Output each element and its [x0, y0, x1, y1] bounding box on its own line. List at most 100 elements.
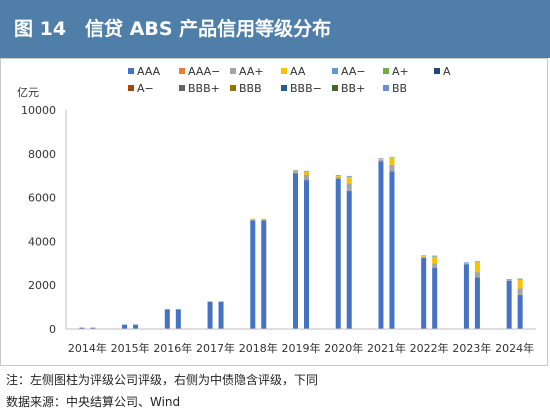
legend-swatch-aa-plus	[230, 68, 236, 74]
chart-frame	[0, 58, 548, 366]
bar-segment-aa-right-2021年	[389, 158, 395, 165]
bar-segment-aa-right-2018年	[261, 218, 267, 220]
bar-segment-aaa-right-2016年	[175, 309, 181, 329]
x-tick-label: 2016年	[153, 341, 192, 355]
bar-segment-aa-plus-left-2020年	[335, 176, 341, 179]
bar-segment-aaa-right-2020年	[346, 191, 352, 329]
bar-segment-aa-plus-left-2021年	[378, 159, 384, 162]
bars	[79, 157, 523, 329]
bar-segment-aa-minus-left-2020年	[335, 175, 341, 176]
legend-label-a-plus: A+	[392, 65, 409, 78]
legend-label-a-minus: A−	[137, 82, 154, 95]
x-tick-label: 2018年	[239, 341, 278, 355]
bar-segment-aa-plus-left-2018年	[250, 219, 256, 221]
bar-segment-aa-left-2019年	[293, 170, 298, 172]
bar-segment-aa-right-2024年	[517, 279, 523, 289]
bar-segment-aaa-left-2015年	[122, 324, 128, 329]
bar-segment-aaa-left-2021年	[378, 161, 384, 329]
bar-segment-aaa-right-2023年	[474, 277, 480, 329]
y-axis: 0 2000 4000 6000 8000 10000	[21, 104, 67, 336]
y-tick-label: 10000	[21, 104, 56, 117]
bar-segment-aa-plus-left-2023年	[463, 263, 469, 265]
figure-title: 图 14 信贷 ABS 产品信用等级分布	[14, 18, 332, 40]
x-tick-label: 2015年	[111, 341, 150, 355]
y-tick-label: 8000	[28, 148, 56, 161]
bar-segment-aa-left-2020年	[335, 175, 341, 177]
bar-segment-aa-minus-left-2021年	[378, 158, 384, 159]
y-tick-label: 0	[49, 323, 56, 336]
bar-segment-aaa-right-2022年	[432, 267, 438, 329]
bar-segment-aa-minus-left-2023年	[463, 262, 469, 264]
legend-swatch-aaa-minus	[179, 68, 185, 74]
x-tick-label: 2021年	[367, 341, 406, 355]
footnote: 注：左侧图柱为评级公司评级，右侧为中债隐含评级，下同	[6, 373, 319, 387]
legend-swatch-bb	[383, 85, 389, 91]
bar-segment-aa-minus-right-2023年	[474, 261, 480, 263]
bar-segment-aa-plus-right-2018年	[261, 219, 267, 221]
bar-segment-aaa-right-2014年	[90, 327, 96, 329]
bar-segment-aa-plus-right-2022年	[432, 263, 438, 268]
x-tick-label: 2019年	[282, 341, 321, 355]
y-tick-label: 6000	[28, 192, 56, 205]
bar-segment-aaa-right-2021年	[389, 171, 395, 329]
bar-segment-aa-plus-left-2022年	[421, 256, 427, 258]
bar-segment-aa-plus-right-2019年	[304, 174, 309, 181]
stacked-bar-chart: AAA AAA− AA+ AA AA− A+ AA− BBB+ BBB BBB− BB+ BB 亿元 …	[17, 65, 536, 355]
legend-label-aa: AA	[290, 65, 306, 78]
bar-segment-aa-plus-right-2020年	[346, 183, 352, 192]
bar-segment-aa-right-2022年	[432, 256, 438, 264]
bar-segment-aaa-right-2018年	[261, 220, 267, 329]
bar-segment-aa-minus-right-2021年	[389, 157, 395, 159]
legend-swatch-aaa	[128, 68, 134, 74]
bar-segment-aaa-left-2024年	[506, 280, 512, 329]
bar-segment-aa-minus-right-2019年	[304, 170, 309, 172]
bar-segment-aa-minus-right-2022年	[432, 255, 438, 257]
x-tick-label: 2014年	[68, 341, 107, 355]
bar-segment-aaa-right-2024年	[517, 295, 523, 329]
bar-segment-aa-right-2019年	[304, 171, 309, 175]
x-tick-label: 2024年	[495, 341, 534, 355]
legend-label-bbb-minus: BBB−	[290, 82, 322, 95]
legend-swatch-aa	[281, 68, 287, 74]
bar-segment-aaa-left-2022年	[421, 257, 427, 329]
bar-segment-aaa-right-2017年	[218, 301, 224, 329]
legend-swatch-a	[434, 68, 440, 74]
bar-segment-aaa-left-2019年	[293, 173, 298, 329]
legend-swatch-bbb-plus	[179, 85, 185, 91]
bar-segment-aaa-left-2020年	[335, 178, 341, 329]
data-source: 数据来源：中央结算公司、Wind	[6, 395, 181, 409]
x-tick-label: 2023年	[452, 341, 491, 355]
legend-swatch-aa-minus	[332, 68, 338, 74]
x-tick-label: 2022年	[410, 341, 449, 355]
bar-segment-aa-minus-right-2024年	[517, 278, 523, 280]
legend-label-aaa: AAA	[137, 65, 161, 78]
legend-label-bb-plus: BB+	[341, 82, 365, 95]
legend-label-aa-plus: AA+	[239, 65, 264, 78]
bar-segment-aa-right-2020年	[346, 176, 352, 184]
bar-segment-aaa-left-2017年	[207, 301, 213, 329]
bar-segment-aa-minus-left-2024年	[506, 279, 512, 280]
y-tick-label: 4000	[28, 235, 56, 248]
legend-label-aaa-minus: AAA−	[188, 65, 220, 78]
x-axis: 2014年 2015年 2016年 2017年 2018年 2019年 2020年 2021年…	[66, 328, 536, 355]
bar-segment-aaa-left-2016年	[164, 309, 170, 329]
bar-segment-aa-left-2018年	[250, 218, 256, 220]
legend-swatch-a-minus	[128, 85, 134, 91]
bar-segment-aaa-right-2015年	[133, 324, 139, 329]
bar-segment-aaa-left-2018年	[250, 220, 256, 329]
y-tick-label: 2000	[28, 279, 56, 292]
bar-segment-aa-plus-right-2021年	[389, 164, 395, 172]
bar-segment-aa-left-2021年	[378, 158, 384, 160]
legend-swatch-bb-plus	[332, 85, 338, 91]
legend-label-bb: BB	[392, 82, 407, 95]
x-tick-label: 2017年	[196, 341, 235, 355]
bar-segment-aa-plus-right-2024年	[517, 288, 523, 296]
legend-swatch-bbb-minus	[281, 85, 287, 91]
y-axis-label: 亿元	[17, 86, 39, 99]
bar-segment-aaa-left-2014年	[79, 327, 85, 329]
bar-segment-aa-right-2023年	[474, 262, 480, 273]
bar-segment-aa-minus-right-2020年	[346, 175, 352, 177]
legend-swatch-bbb	[230, 85, 236, 91]
legend-label-aa-minus: AA−	[341, 65, 366, 78]
legend-label-bbb-plus: BBB+	[188, 82, 220, 95]
